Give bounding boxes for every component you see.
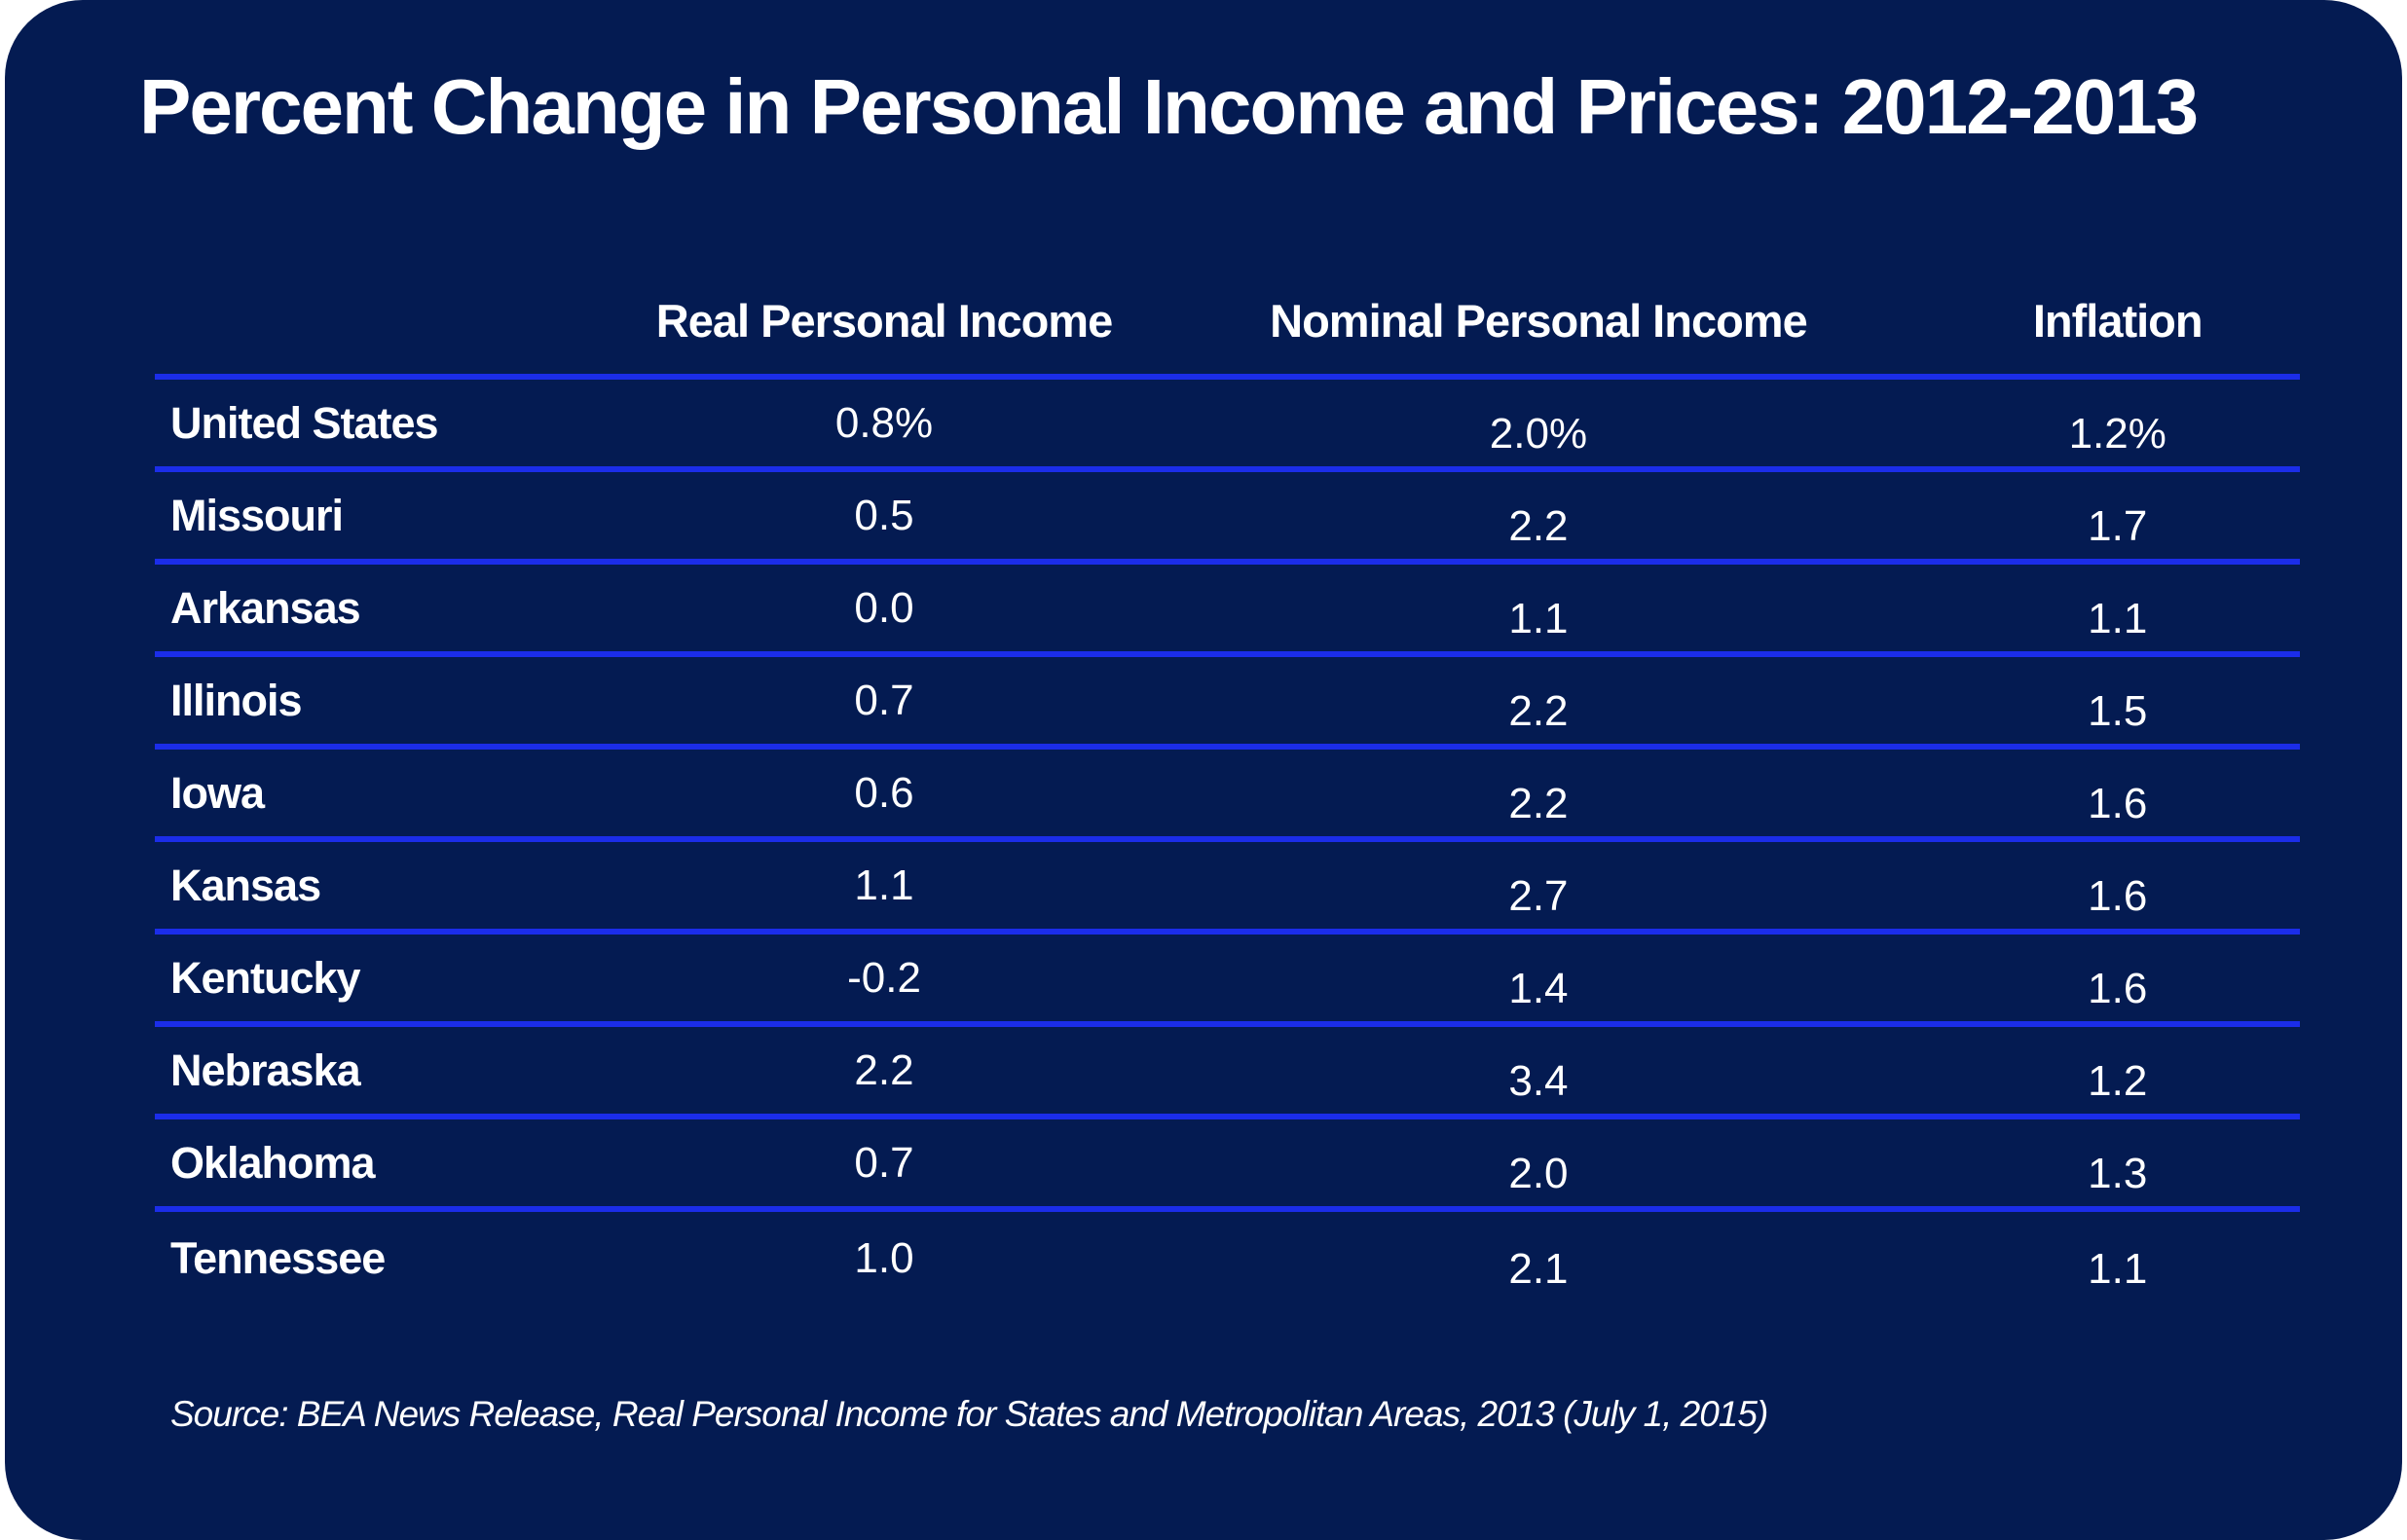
- nominal-income-value: 3.4: [1508, 1056, 1569, 1105]
- row-label: Nebraska: [170, 1045, 361, 1095]
- nominal-income-value: 1.4: [1508, 964, 1569, 1012]
- table-row-united-states: United States 0.8% 2.0% 1.2%: [155, 380, 2300, 472]
- row-label: Oklahoma: [170, 1137, 376, 1188]
- table-row-kentucky: Kentucky -0.2 1.4 1.6: [155, 935, 2300, 1027]
- nominal-income-value: 2.2: [1508, 779, 1569, 827]
- row-label: Arkansas: [170, 582, 361, 633]
- row-label: Tennessee: [170, 1232, 386, 1283]
- inflation-value: 1.6: [2088, 779, 2148, 827]
- table-row-nebraska: Nebraska 2.2 3.4 1.2: [155, 1027, 2300, 1119]
- real-income-value: 0.6: [854, 768, 914, 817]
- inflation-value: 1.2%: [2068, 409, 2166, 458]
- header-nominal-personal-income: Nominal Personal Income: [1270, 294, 1808, 347]
- table-header-row: Real Personal Income Nominal Personal In…: [155, 245, 2300, 380]
- nominal-income-value: 1.1: [1508, 594, 1569, 642]
- inflation-value: 1.1: [2088, 1244, 2148, 1293]
- real-income-value: 0.7: [854, 1138, 914, 1187]
- header-inflation: Inflation: [2032, 294, 2203, 347]
- real-income-value: 1.0: [854, 1233, 914, 1282]
- real-income-value: 0.0: [854, 583, 914, 632]
- inflation-value: 1.5: [2088, 686, 2148, 735]
- nominal-income-value: 2.1: [1508, 1244, 1569, 1293]
- inflation-value: 1.6: [2088, 964, 2148, 1012]
- table-row-missouri: Missouri 0.5 2.2 1.7: [155, 472, 2300, 565]
- page-title: Percent Change in Personal Income and Pr…: [139, 63, 2199, 150]
- nominal-income-value: 2.0: [1508, 1149, 1569, 1197]
- source-citation: Source: BEA News Release, Real Personal …: [170, 1394, 1768, 1434]
- row-label: Iowa: [170, 767, 265, 818]
- real-income-value: 0.7: [854, 676, 914, 724]
- nominal-income-value: 2.2: [1508, 686, 1569, 735]
- inflation-value: 1.1: [2088, 594, 2148, 642]
- table-row-tennessee: Tennessee 1.0 2.1 1.1: [155, 1212, 2300, 1304]
- income-table: Real Personal Income Nominal Personal In…: [155, 245, 2300, 1304]
- table-row-iowa: Iowa 0.6 2.2 1.6: [155, 750, 2300, 842]
- inflation-value: 1.6: [2088, 871, 2148, 920]
- real-income-value: -0.2: [847, 953, 921, 1002]
- table-row-oklahoma: Oklahoma 0.7 2.0 1.3: [155, 1119, 2300, 1212]
- row-label: Missouri: [170, 490, 344, 540]
- row-label: Illinois: [170, 675, 303, 725]
- row-label: Kansas: [170, 860, 321, 910]
- inflation-value: 1.3: [2088, 1149, 2148, 1197]
- inflation-value: 1.7: [2088, 501, 2148, 550]
- nominal-income-value: 2.0%: [1489, 409, 1588, 458]
- row-label: Kentucky: [170, 952, 361, 1003]
- real-income-value: 0.5: [854, 491, 914, 539]
- header-real-personal-income: Real Personal Income: [655, 294, 1113, 347]
- table-row-arkansas: Arkansas 0.0 1.1 1.1: [155, 565, 2300, 657]
- nominal-income-value: 2.7: [1508, 871, 1569, 920]
- real-income-value: 2.2: [854, 1045, 914, 1094]
- inflation-value: 1.2: [2088, 1056, 2148, 1105]
- nominal-income-value: 2.2: [1508, 501, 1569, 550]
- real-income-value: 0.8%: [834, 398, 934, 447]
- row-label: United States: [170, 397, 439, 448]
- real-income-value: 1.1: [854, 861, 914, 909]
- table-row-kansas: Kansas 1.1 2.7 1.6: [155, 842, 2300, 935]
- infographic-card: Percent Change in Personal Income and Pr…: [5, 0, 2402, 1540]
- table-row-illinois: Illinois 0.7 2.2 1.5: [155, 657, 2300, 750]
